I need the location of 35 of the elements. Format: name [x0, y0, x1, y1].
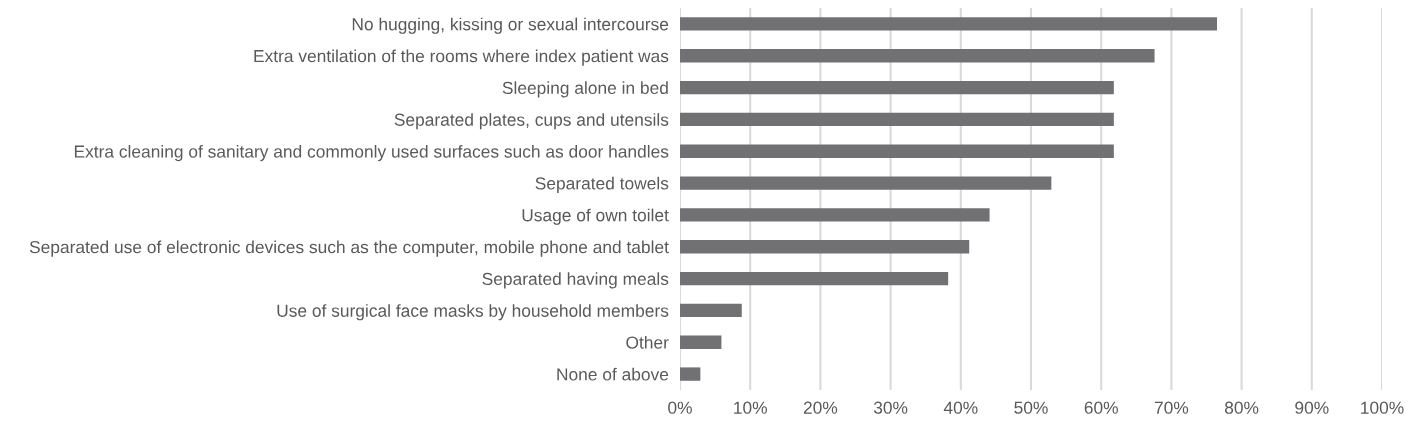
y-tick-label: No hugging, kissing or sexual intercourse [352, 17, 669, 34]
y-tick-label: Separated plates, cups and utensils [394, 113, 669, 130]
y-tick-label: Other [626, 335, 669, 349]
y-tick-label: Separated having meals [482, 272, 669, 289]
bar [680, 80, 1114, 95]
bar [680, 144, 1114, 158]
bar [680, 176, 1052, 190]
x-tick-label: 20% [803, 401, 838, 414]
bar [680, 303, 742, 318]
bar [680, 335, 722, 349]
bar [680, 208, 990, 222]
bar [680, 49, 1155, 63]
y-tick-label: Separated towels [535, 176, 669, 193]
bar [680, 367, 701, 381]
y-tick-label: Usage of own toilet [522, 208, 669, 225]
y-tick-label: Use of surgical face masks by household members [277, 304, 669, 321]
x-tick-label: 80% [1224, 401, 1259, 414]
x-tick-label: 60% [1084, 401, 1118, 414]
x-tick-label: 100% [1361, 401, 1404, 414]
x-tick-label: 40% [943, 401, 978, 414]
y-tick-label: Sleeping alone in bed [502, 81, 668, 98]
x-tick-label: 30% [873, 401, 908, 414]
y-tick-label: None of above [557, 367, 669, 381]
bar [680, 112, 1114, 127]
y-tick-label: Extra cleaning of sanitary and commonly used surfaces such as door handles [74, 144, 669, 162]
y-tick-label: Extra ventilation of the rooms where index patient was [254, 49, 669, 66]
x-tick-label: 70% [1154, 401, 1189, 414]
x-tick-label: 0% [668, 401, 692, 414]
x-tick-label: 90% [1295, 401, 1329, 414]
bar [680, 240, 970, 254]
bar [680, 17, 1218, 31]
x-tick-label: 10% [734, 401, 767, 414]
x-tick-label: 50% [1014, 401, 1048, 414]
bar [680, 271, 949, 286]
y-tick-label: Separated use of electronic devices such as the computer, mobile phone and tablet [29, 240, 669, 257]
